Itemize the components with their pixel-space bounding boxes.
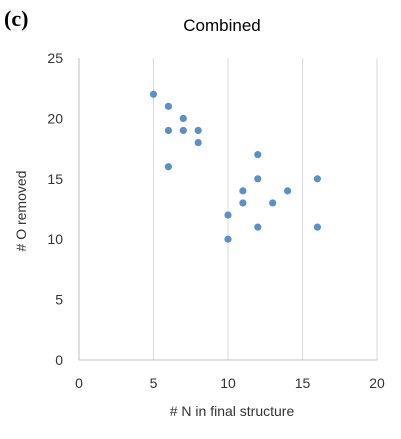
y-tick-label: 0: [55, 352, 63, 368]
data-point: [239, 187, 247, 195]
panel-label: (c): [4, 6, 28, 31]
chart-title: Combined: [183, 16, 261, 35]
x-tick-label: 10: [220, 375, 236, 391]
data-point: [254, 151, 262, 159]
x-tick-label: 0: [75, 375, 83, 391]
data-point: [224, 235, 232, 243]
data-point: [313, 223, 321, 231]
data-points: [149, 90, 321, 243]
axes: [78, 58, 377, 361]
y-tick-label: 20: [47, 110, 63, 126]
x-tick-label: 15: [295, 375, 311, 391]
data-point: [239, 199, 247, 207]
y-tick-label: 5: [55, 292, 63, 308]
data-point: [164, 102, 172, 110]
y-tick-label: 15: [47, 171, 63, 187]
data-point: [284, 187, 292, 195]
data-point: [313, 175, 321, 183]
data-point: [194, 138, 202, 147]
data-point: [224, 211, 232, 219]
data-point: [179, 114, 187, 122]
grid-lines: [153, 58, 378, 360]
y-axis-label: # O removed: [13, 171, 29, 252]
y-tick-label: 10: [47, 231, 63, 247]
data-point: [179, 126, 187, 135]
x-axis-label: # N in final structure: [170, 403, 295, 419]
data-point: [269, 199, 277, 207]
x-tick-label: 5: [150, 375, 158, 391]
y-tick-label: 25: [47, 50, 63, 66]
data-point: [254, 223, 262, 231]
tick-labels: 0 5 10 15 20 0 5 10 15 20 25: [47, 50, 385, 391]
data-point: [164, 163, 172, 171]
data-point: [164, 126, 172, 135]
x-tick-label: 20: [369, 375, 385, 391]
data-point: [149, 90, 158, 98]
data-point: [254, 175, 262, 183]
data-point: [194, 126, 202, 135]
